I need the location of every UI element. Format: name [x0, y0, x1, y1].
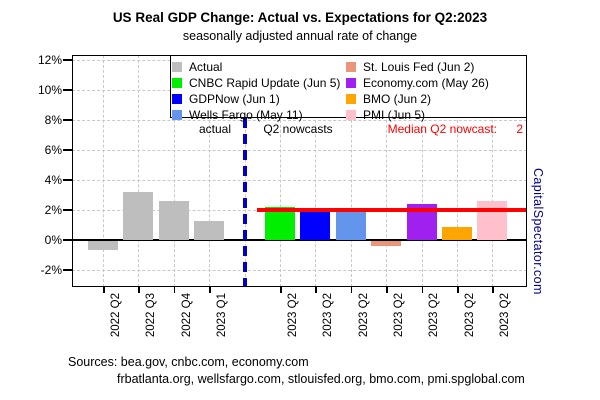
y-gridline	[72, 120, 527, 121]
section-label-nowcasts: Q2 nowcasts	[263, 122, 333, 136]
legend-swatch-st-louis-fed-jun-2	[346, 62, 356, 72]
y-tick	[63, 149, 72, 151]
legend-label-pmi-jun-5: PMI (Jun 5)	[363, 108, 426, 122]
y-gridline	[72, 180, 527, 181]
bar-actual	[123, 192, 154, 240]
x-axis-label: 2023 Q2	[357, 293, 370, 338]
x-axis-label: 2023 Q2	[393, 293, 406, 338]
x-tick	[138, 287, 140, 293]
bar-cnbc-rapid-update-jun-5	[265, 207, 295, 240]
legend-swatch-cnbc-rapid-update-jun-5	[172, 78, 182, 88]
x-gridline	[173, 55, 175, 287]
y-axis-label: 4%	[44, 173, 62, 187]
x-tick	[386, 287, 388, 293]
x-axis-label: 2023 Q1	[216, 293, 229, 338]
legend-label-st-louis-fed-jun-2: St. Louis Fed (Jun 2)	[363, 60, 475, 74]
x-tick	[492, 287, 494, 293]
x-gridline	[138, 55, 140, 287]
legend-swatch-gdpnow-jun-1	[172, 94, 182, 104]
y-axis-label: 0%	[44, 233, 62, 247]
y-axis-label: -2%	[40, 263, 62, 277]
legend-swatch-actual	[172, 62, 182, 72]
x-gridline	[386, 55, 388, 287]
y-gridline	[72, 270, 527, 271]
x-axis-label: 2023 Q2	[428, 293, 441, 338]
bar-actual	[158, 201, 189, 240]
x-gridline	[457, 55, 458, 287]
bar-actual	[88, 241, 118, 250]
legend-swatch-bmo-jun-2	[346, 94, 356, 104]
x-gridline	[209, 55, 211, 287]
legend-label-cnbc-rapid-update-jun-5: CNBC Rapid Update (Jun 5)	[189, 76, 341, 90]
x-tick	[421, 287, 424, 293]
legend-label-gdpnow-jun-1: GDPNow (Jun 1)	[189, 92, 280, 106]
x-gridline	[315, 55, 317, 287]
x-tick	[457, 287, 459, 293]
y-gridline	[72, 150, 527, 151]
x-tick	[280, 287, 282, 293]
x-axis-label: 2022 Q4	[180, 293, 193, 338]
y-axis-label: 8%	[44, 113, 62, 127]
x-tick	[209, 287, 211, 293]
bar-gdpnow-jun-1	[300, 210, 331, 240]
legend-swatch-economy-com-may-26	[346, 78, 356, 88]
chart-title: US Real GDP Change: Actual vs. Expectati…	[112, 10, 488, 25]
y-tick	[63, 209, 72, 211]
actual-nowcast-divider	[242, 118, 247, 287]
y-tick	[63, 89, 72, 91]
x-tick	[103, 287, 105, 293]
bar-bmo-jun-2	[442, 226, 472, 240]
x-gridline	[492, 55, 494, 287]
legend-swatch-wells-fargo-may-11	[172, 110, 182, 120]
x-tick	[315, 287, 317, 293]
bar-st-louis-fed-jun-2	[371, 241, 402, 246]
y-axis-label: 6%	[44, 143, 62, 157]
y-tick	[63, 179, 72, 181]
bar-actual	[194, 220, 225, 240]
y-tick	[63, 119, 72, 121]
y-tick	[63, 59, 72, 61]
x-gridline	[280, 55, 281, 287]
y-axis-label: 10%	[37, 83, 62, 97]
zero-axis-line	[72, 239, 527, 241]
legend-label-actual: Actual	[189, 60, 223, 74]
y-tick	[63, 239, 72, 241]
watermark: CapitalSpectator.com	[531, 168, 545, 295]
bar-pmi-jun-5	[477, 201, 508, 240]
x-tick	[350, 287, 353, 293]
x-axis-label: 2022 Q3	[145, 293, 158, 338]
x-axis-label: 2023 Q2	[287, 293, 299, 338]
y-axis-label: 2%	[44, 203, 62, 217]
bar-wells-fargo-may-11	[335, 211, 366, 240]
legend-label-economy-com-may-26: Economy.com (May 26)	[363, 76, 489, 90]
legend-label-wells-fargo-may-11: Wells Fargo (May 11)	[189, 108, 303, 122]
x-axis-label: 2023 Q2	[464, 293, 476, 338]
x-gridline	[421, 55, 423, 287]
median-nowcast-value: 2	[516, 122, 523, 136]
section-label-actual: actual	[198, 122, 232, 136]
chart-subtitle: seasonally adjusted annual rate of chang…	[182, 29, 418, 43]
x-gridline	[103, 55, 104, 287]
y-axis-label: 12%	[37, 53, 62, 67]
x-tick	[173, 287, 176, 293]
x-axis-label: 2022 Q2	[110, 293, 122, 338]
x-axis-label: 2023 Q2	[499, 293, 512, 338]
sources-line-1: Sources: bea.gov, cnbc.com, economy.com	[68, 355, 309, 369]
legend-label-bmo-jun-2: BMO (Jun 2)	[363, 92, 432, 106]
sources-line-2: frbatlanta.org, wellsfargo.com, stlouisf…	[117, 372, 525, 386]
median-nowcast-label: Median Q2 nowcast:	[387, 122, 497, 136]
x-axis-label: 2023 Q2	[322, 293, 335, 338]
x-gridline	[350, 55, 352, 287]
legend-swatch-pmi-jun-5	[346, 110, 356, 120]
y-tick	[63, 269, 72, 271]
median-line	[257, 208, 527, 212]
